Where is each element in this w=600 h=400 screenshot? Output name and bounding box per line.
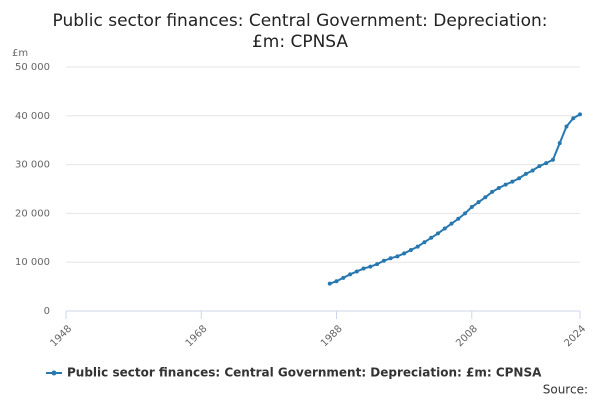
point xyxy=(530,168,535,173)
point xyxy=(456,216,461,221)
x-tick-label: 2008 xyxy=(454,323,480,349)
point xyxy=(327,281,332,286)
point xyxy=(557,141,562,146)
point xyxy=(510,179,515,184)
point xyxy=(564,124,569,129)
y-tick-label: 10 000 xyxy=(15,257,50,268)
point xyxy=(354,269,359,274)
line-series xyxy=(329,113,581,285)
point xyxy=(334,279,339,284)
y-tick-label: 20 000 xyxy=(15,208,50,219)
point xyxy=(381,258,386,263)
point xyxy=(361,266,366,271)
point xyxy=(517,176,522,181)
point xyxy=(537,164,542,169)
chart-title: Public sector finances: Central Governme… xyxy=(53,11,548,31)
x-tick-label: 1968 xyxy=(184,323,210,349)
y-tick-label: 40 000 xyxy=(15,111,50,122)
point xyxy=(578,112,582,117)
point xyxy=(571,116,576,121)
point xyxy=(422,240,427,245)
point xyxy=(402,251,407,256)
point xyxy=(341,275,346,280)
point xyxy=(429,235,434,240)
point xyxy=(395,254,400,259)
point xyxy=(469,205,474,210)
legend-swatch xyxy=(51,370,57,376)
source: Source: xyxy=(543,383,588,397)
point xyxy=(435,231,440,236)
point xyxy=(415,244,420,249)
point xyxy=(550,157,555,162)
y-axis-label: £m xyxy=(12,48,28,59)
point xyxy=(442,226,447,231)
x-tick-label: 1948 xyxy=(48,323,74,349)
point xyxy=(503,182,508,187)
chart-title: £m: CPNSA xyxy=(252,32,348,52)
point xyxy=(523,171,528,176)
point xyxy=(483,195,488,200)
point xyxy=(348,272,353,277)
point xyxy=(368,264,373,269)
x-tick-label: 2024 xyxy=(562,323,588,349)
y-tick-label: 50 000 xyxy=(15,62,50,73)
point xyxy=(490,189,495,194)
point xyxy=(476,200,481,205)
x-tick-label: 1988 xyxy=(319,323,345,349)
y-tick-label: 0 xyxy=(44,306,50,317)
point xyxy=(463,211,468,216)
legend-label: Public sector finances: Central Governme… xyxy=(67,366,542,380)
point xyxy=(496,186,501,191)
point xyxy=(375,262,380,267)
point xyxy=(449,221,454,226)
point xyxy=(388,256,393,261)
y-tick-label: 30 000 xyxy=(15,160,50,171)
point xyxy=(408,248,413,252)
point xyxy=(544,161,549,166)
